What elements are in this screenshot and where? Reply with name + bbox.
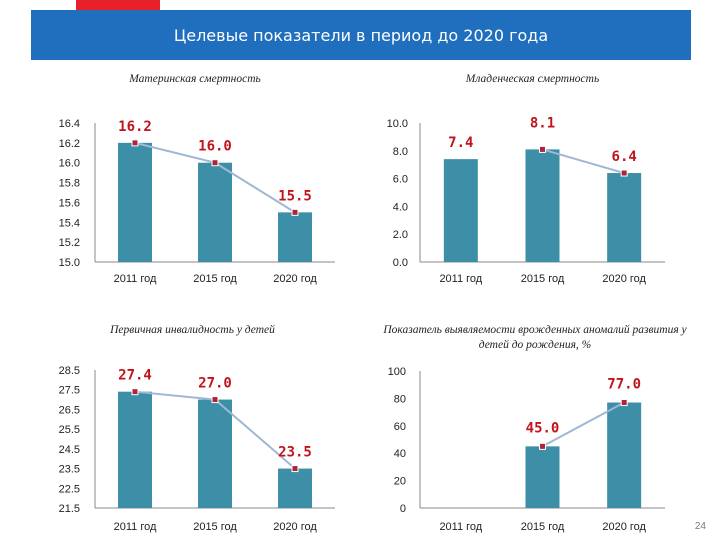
maternal-ytick-label: 15.0 (59, 257, 80, 269)
infant-ytick-label: 8.0 (393, 146, 408, 158)
anomalies-bar (607, 402, 642, 508)
disability-ytick-label: 21.5 (59, 503, 80, 515)
infant-point-marker (620, 169, 628, 177)
disability-ytick-label: 27.5 (59, 385, 80, 397)
chart-title-maternal: Материнская смертность (129, 73, 261, 85)
anomalies-ytick-label: 20 (394, 476, 406, 488)
disability-value-label: 27.4 (118, 368, 152, 384)
chart-title-infant: Младенческая смертность (465, 73, 600, 85)
infant-value-label: 7.4 (448, 135, 473, 151)
anomalies-ytick-label: 100 (388, 366, 406, 378)
infant-category-label: 2011 год (439, 273, 482, 285)
chart-title-disability: Первичная инвалидность у детей (110, 324, 275, 336)
anomalies-ytick-label: 60 (394, 421, 406, 433)
disability-category-label: 2020 год (273, 521, 317, 533)
header-bar: Целевые показатели в период до 2020 года (31, 10, 691, 60)
anomalies-value-label: 45.0 (526, 420, 560, 436)
infant-category-label: 2020 год (602, 273, 646, 285)
infant-bar (607, 173, 642, 262)
infant-bar (525, 149, 560, 262)
infant-value-label: 6.4 (612, 149, 637, 165)
infant-ytick-label: 0.0 (393, 257, 408, 269)
anomalies-bar (525, 446, 560, 508)
disability-value-label: 23.5 (278, 445, 312, 461)
maternal-ytick-label: 15.8 (59, 178, 80, 190)
anomalies-trend-line (542, 401, 625, 448)
disability-ytick-label: 26.5 (59, 404, 80, 416)
maternal-category-label: 2011 год (114, 273, 157, 285)
anomalies-point-marker (620, 399, 628, 407)
maternal-point-marker (131, 139, 139, 147)
maternal-bar (118, 142, 152, 262)
maternal-bar (278, 212, 312, 262)
disability-bar (278, 468, 312, 508)
disability-point-marker (291, 465, 299, 473)
maternal-ytick-label: 16.2 (59, 138, 80, 150)
infant-point-marker (539, 145, 546, 153)
page-title: Целевые показатели в период до 2020 года (173, 25, 549, 45)
anomalies-value-label: 77.0 (607, 377, 641, 393)
maternal-ytick-label: 15.4 (59, 217, 80, 229)
maternal-value-label: 16.2 (118, 119, 152, 135)
disability-bar (198, 399, 232, 508)
infant-ytick-label: 10.0 (387, 118, 408, 130)
disability-ytick-label: 22.5 (59, 483, 80, 495)
page-number: 24 (694, 521, 706, 532)
infant-trend-line (542, 148, 625, 175)
disability-bar (118, 391, 152, 508)
anomalies-ytick-label: 0 (400, 503, 406, 515)
anomalies-category-label: 2011 год (439, 521, 482, 533)
disability-category-label: 2015 год (193, 521, 237, 533)
infant-ytick-label: 4.0 (393, 201, 408, 213)
anomalies-ytick-label: 40 (394, 448, 406, 460)
chart-title-anomalies: Показатель выявляемости врожденных анома… (383, 324, 687, 351)
maternal-ytick-label: 15.6 (59, 197, 80, 209)
disability-category-label: 2011 год (114, 521, 157, 533)
disability-ytick-label: 23.5 (59, 464, 80, 476)
accent-tab (76, 0, 160, 10)
disability-ytick-label: 25.5 (59, 424, 80, 436)
anomalies-ytick-label: 80 (394, 393, 406, 405)
disability-ytick-label: 24.5 (59, 444, 80, 456)
anomalies-category-label: 2020 год (602, 521, 646, 533)
infant-value-label: 8.1 (530, 115, 555, 131)
maternal-category-label: 2020 год (273, 273, 317, 285)
infant-category-label: 2015 год (521, 273, 565, 285)
disability-point-marker (131, 388, 139, 396)
maternal-ytick-label: 15.2 (59, 237, 80, 249)
maternal-value-label: 16.0 (198, 139, 232, 155)
anomalies-category-label: 2015 год (521, 521, 565, 533)
infant-bar (443, 159, 478, 262)
maternal-ytick-label: 16.4 (59, 118, 80, 130)
maternal-value-label: 15.5 (278, 188, 312, 204)
maternal-bar (198, 162, 232, 262)
infant-ytick-label: 2.0 (393, 229, 408, 241)
maternal-ytick-label: 16.0 (59, 158, 80, 170)
maternal-point-marker (211, 159, 219, 167)
infant-ytick-label: 6.0 (393, 174, 408, 186)
maternal-category-label: 2015 год (193, 273, 237, 285)
disability-value-label: 27.0 (198, 376, 232, 392)
disability-point-marker (211, 396, 219, 404)
anomalies-point-marker (539, 442, 546, 450)
maternal-point-marker (291, 208, 299, 216)
disability-ytick-label: 28.5 (59, 365, 80, 377)
